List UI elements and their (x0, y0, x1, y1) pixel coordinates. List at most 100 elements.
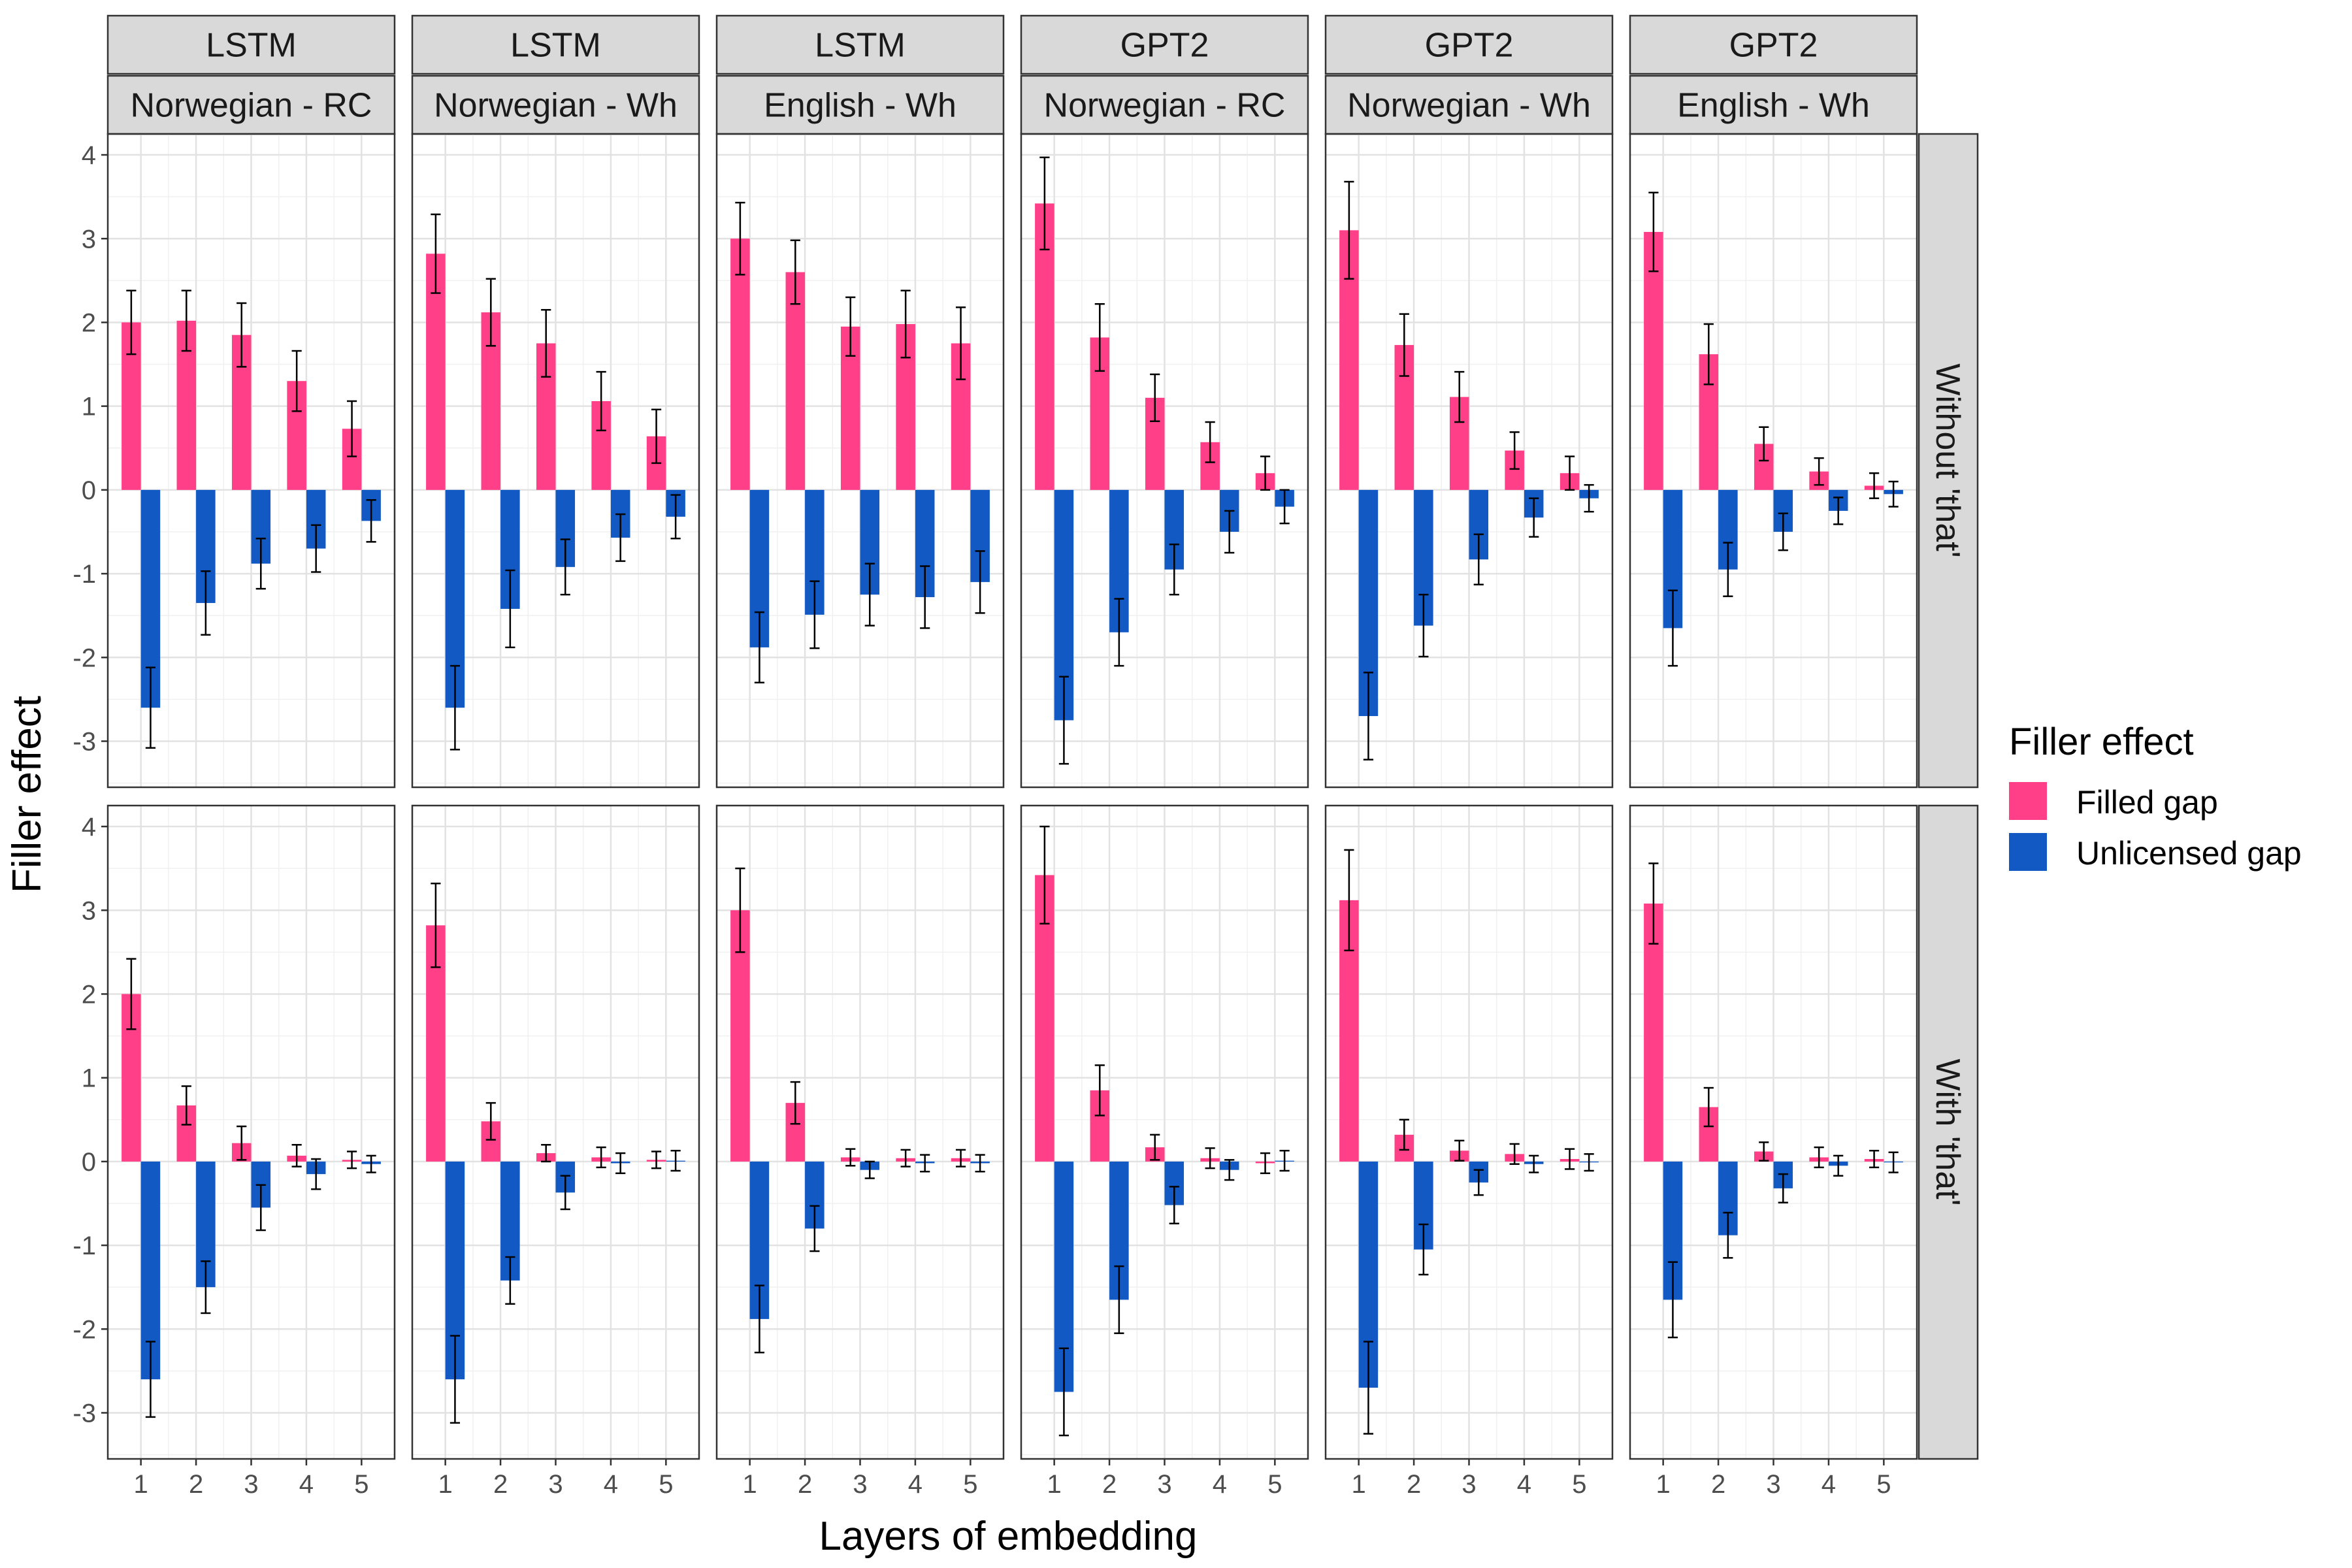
x-tick-label: 5 (1876, 1470, 1891, 1499)
strip-row-bg (1918, 804, 1979, 1460)
x-tick-label: 4 (1821, 1470, 1836, 1499)
panel: 1 2 3 4 5 (1020, 804, 1309, 1499)
y-tick-label: -2 (73, 644, 96, 672)
strip-model-label: LSTM (815, 27, 906, 65)
panel: 1 2 3 4 5 (1629, 804, 1918, 1499)
y-tick-label: 4 (82, 141, 96, 170)
x-tick-label: 4 (908, 1470, 923, 1499)
y-tick-label: -1 (73, 1232, 96, 1260)
x-tick-label: 2 (798, 1470, 812, 1499)
y-axis-title: Filler effect (5, 696, 50, 893)
x-tick-label: 1 (1656, 1470, 1671, 1499)
panel-border (1020, 133, 1309, 789)
strip-row-label: With 'that' (1929, 1058, 1967, 1205)
y-tick-label: 2 (82, 980, 96, 1009)
x-tick-label: 2 (1102, 1470, 1117, 1499)
strip-model-label: GPT2 (1120, 27, 1209, 65)
strip-model-label: LSTM (206, 27, 297, 65)
y-tick-label: 1 (82, 393, 96, 421)
x-tick-label: 1 (438, 1470, 453, 1499)
strip-condition-bg (1629, 74, 1918, 135)
filled-gap-bar (1035, 203, 1054, 490)
x-tick-label: 1 (743, 1470, 757, 1499)
x-tick-label: 5 (659, 1470, 673, 1499)
strip-model-bg (1324, 14, 1614, 75)
panel: -3 -2 -1 0 1 2 3 4 1 2 3 4 5 (73, 804, 396, 1499)
x-tick-label: 4 (1517, 1470, 1531, 1499)
strip-model-bg (715, 14, 1005, 75)
x-tick-label: 3 (853, 1470, 867, 1499)
strip-model-label: GPT2 (1729, 27, 1818, 65)
x-tick-label: 2 (493, 1470, 508, 1499)
y-tick-label: -1 (73, 560, 96, 589)
panel (1629, 133, 1918, 789)
panel-border (715, 133, 1005, 789)
x-tick-label: 1 (134, 1470, 148, 1499)
legend-key-filled-gap (2009, 782, 2047, 820)
y-tick-label: 2 (82, 308, 96, 337)
strip-model-bg (411, 14, 700, 75)
x-tick-label: 3 (1766, 1470, 1780, 1499)
strip-condition-label: Norwegian - RC (131, 87, 372, 125)
y-tick-label: -3 (73, 1399, 96, 1428)
panel: 1 2 3 4 5 (1324, 804, 1614, 1499)
strip-model-label: GPT2 (1425, 27, 1514, 65)
legend-label-unlicensed-gap: Unlicensed gap (2076, 835, 2302, 872)
x-tick-label: 3 (1462, 1470, 1476, 1499)
panel-border (411, 133, 700, 789)
strip-row-bg (1918, 133, 1979, 789)
strip-condition-label: Norwegian - Wh (1347, 87, 1591, 125)
strip-row-label: Without 'that' (1929, 363, 1967, 557)
filled-gap-bar (785, 272, 806, 490)
legend-label-filled-gap: Filled gap (2076, 784, 2218, 821)
x-tick-label: 2 (1711, 1470, 1725, 1499)
legend-key-unlicensed-gap (2009, 833, 2047, 871)
strip-condition-label: English - Wh (764, 87, 956, 125)
strip-model-bg (1629, 14, 1918, 75)
strip-condition-label: Norwegian - RC (1044, 87, 1286, 125)
panel-border (1324, 133, 1614, 789)
x-tick-label: 5 (1572, 1470, 1586, 1499)
legend-title: Filler effect (2009, 721, 2194, 763)
y-tick-label: 1 (82, 1064, 96, 1093)
x-axis-title: Layers of embedding (819, 1514, 1197, 1559)
x-tick-label: 4 (604, 1470, 618, 1499)
x-tick-label: 2 (189, 1470, 203, 1499)
panel (715, 133, 1005, 789)
panel (1324, 133, 1614, 789)
y-tick-label: -2 (73, 1315, 96, 1344)
strip-model-bg (106, 14, 396, 75)
panel-border (106, 133, 396, 789)
panel: 1 2 3 4 5 (715, 804, 1005, 1499)
y-tick-label: 0 (82, 476, 96, 505)
strip-condition-label: Norwegian - Wh (434, 87, 678, 125)
x-tick-label: 5 (1267, 1470, 1282, 1499)
y-tick-label: 3 (82, 225, 96, 253)
panel: -3 -2 -1 0 1 2 3 4 (73, 133, 396, 789)
strip-model-label: LSTM (510, 27, 601, 65)
y-tick-label: -3 (73, 727, 96, 756)
x-tick-label: 3 (548, 1470, 563, 1499)
x-tick-label: 5 (963, 1470, 977, 1499)
strip-condition-label: English - Wh (1677, 87, 1870, 125)
x-tick-label: 1 (1352, 1470, 1366, 1499)
x-tick-label: 3 (1157, 1470, 1171, 1499)
x-tick-label: 2 (1407, 1470, 1421, 1499)
y-tick-label: 3 (82, 896, 96, 925)
x-tick-label: 3 (244, 1470, 258, 1499)
panel-border (1629, 133, 1918, 789)
filled-gap-bar (730, 238, 750, 490)
filled-gap-bar (1644, 904, 1663, 1162)
strip-model-bg (1020, 14, 1309, 75)
strip-condition-bg (106, 74, 396, 135)
panels-layer: LSTM Norwegian - RC LSTM Norwegian - Wh LSTM… (73, 14, 1979, 1499)
panel (1020, 133, 1309, 789)
x-tick-label: 5 (354, 1470, 368, 1499)
filled-gap-bar (1644, 232, 1663, 490)
y-tick-label: 0 (82, 1148, 96, 1177)
x-tick-label: 4 (299, 1470, 314, 1499)
y-tick-label: 4 (82, 813, 96, 841)
panel: 1 2 3 4 5 (411, 804, 700, 1499)
legend: Filler effect Filled gap Unlicensed gap (2009, 721, 2302, 872)
